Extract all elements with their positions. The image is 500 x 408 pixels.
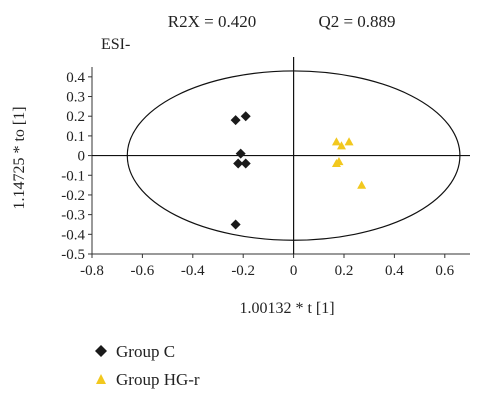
x-axis-label: 1.00132 * t [1] (239, 300, 334, 317)
y-tick-label: 0 (78, 149, 86, 165)
x-tick-label: 0 (290, 263, 298, 279)
y-tick-label: -0.4 (61, 227, 85, 243)
point-group-c (233, 158, 244, 169)
q2-label: Q2 = 0.889 (318, 12, 395, 31)
point-group-hg-r (331, 158, 341, 168)
y-tick-label: -0.2 (61, 188, 85, 204)
y-tick-label: 0.4 (66, 70, 85, 86)
legend-label-group-c: Group C (116, 342, 176, 361)
point-group-c (240, 111, 251, 122)
mode-label: ESI- (101, 36, 130, 53)
y-tick-label: 0.2 (66, 109, 85, 125)
x-tick-label: 0.4 (385, 263, 404, 279)
x-tick-label: -0.2 (231, 263, 255, 279)
y-axis-label: 1.14725 * to [1] (11, 106, 28, 209)
point-group-hg-r (336, 141, 346, 150)
x-tick-label: 0.6 (435, 263, 454, 279)
legend-label-group-hg-r: Group HG-r (116, 370, 200, 389)
x-tick-label: -0.4 (181, 263, 205, 279)
y-tick-label: -0.1 (61, 168, 85, 184)
point-group-hg-r (331, 137, 341, 146)
x-tick-label: -0.6 (131, 263, 155, 279)
y-tick-label: 0.3 (66, 90, 85, 106)
y-tick-label: -0.5 (61, 247, 85, 263)
point-group-hg-r (344, 137, 354, 146)
x-tick-label: -0.8 (80, 263, 104, 279)
point-group-c (235, 148, 246, 159)
r2x-label: R2X = 0.420 (168, 12, 256, 31)
point-group-c (230, 115, 241, 126)
legend-item-group-hg-r: Group HG-r (92, 370, 200, 390)
x-tick-label: 0.2 (335, 263, 354, 279)
y-tick-label: 0.1 (66, 129, 85, 145)
confidence-ellipse (126, 70, 461, 241)
point-group-c (240, 158, 251, 169)
legend-item-group-c: Group C (92, 342, 175, 362)
point-group-c (230, 219, 241, 230)
triangle-marker-icon (92, 370, 110, 390)
y-tick-label: -0.3 (61, 208, 85, 224)
diamond-marker-icon (92, 342, 110, 362)
point-group-hg-r (357, 180, 367, 189)
